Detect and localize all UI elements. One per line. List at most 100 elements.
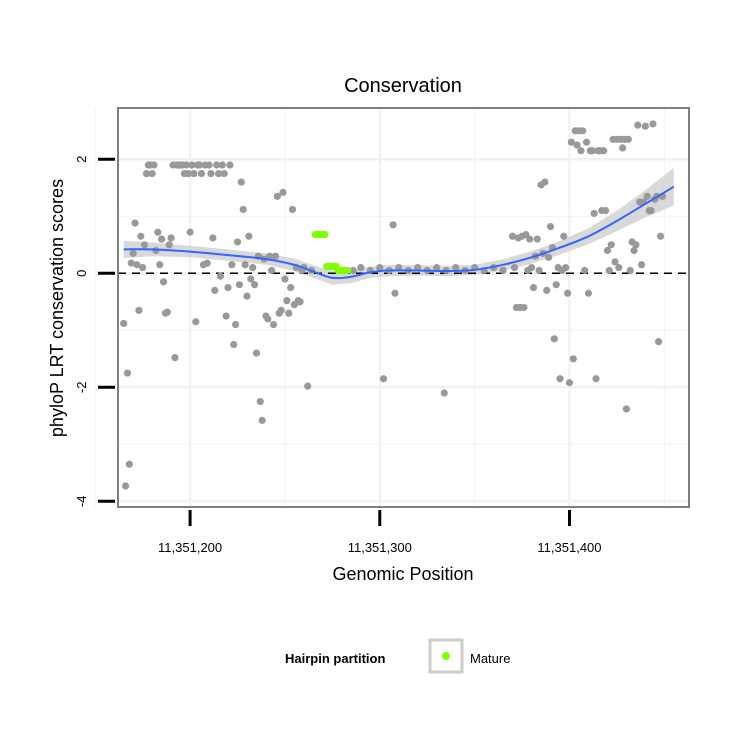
data-point (285, 309, 293, 317)
data-point (127, 259, 135, 267)
data-point (582, 138, 591, 146)
data-point (156, 261, 164, 269)
data-point (269, 321, 278, 329)
data-point (182, 161, 190, 169)
data-point (133, 261, 141, 269)
data-point (619, 144, 627, 152)
data-point (637, 261, 646, 269)
y-tick-label: -2 (74, 382, 89, 394)
data-point (184, 169, 192, 178)
data-point (216, 272, 225, 280)
data-point (376, 264, 384, 272)
y-tick-label: 0 (74, 270, 89, 277)
data-point (563, 289, 572, 297)
data-point (630, 246, 638, 255)
data-point (357, 264, 365, 272)
x-tick-label: 11,351,300 (348, 540, 412, 555)
data-point (592, 375, 600, 383)
data-point (207, 169, 215, 178)
x-tick-label: 11,351,400 (537, 540, 601, 555)
data-point (224, 283, 232, 292)
data-point (163, 308, 171, 316)
data-point (529, 283, 538, 292)
data-point (283, 297, 291, 305)
data-point (245, 232, 253, 240)
data-point (137, 232, 145, 240)
data-point (268, 266, 276, 275)
data-point (228, 261, 236, 269)
data-point (142, 169, 151, 178)
data-point (543, 286, 551, 294)
data-point (239, 205, 247, 214)
data-point (281, 275, 289, 283)
data-point (510, 264, 519, 272)
data-point (264, 315, 272, 323)
data-point (220, 169, 228, 178)
panel-border (117, 107, 690, 508)
data-point (266, 252, 274, 260)
smooth-line (123, 185, 675, 280)
data-point (632, 241, 640, 249)
data-point (655, 338, 663, 346)
data-point (250, 281, 259, 289)
data-point (607, 241, 615, 249)
data-point (296, 298, 304, 306)
data-point (188, 161, 196, 169)
data-point (565, 379, 574, 387)
data-point (154, 228, 162, 236)
data-point (209, 234, 217, 242)
data-point (213, 161, 221, 169)
data-point (232, 321, 240, 329)
mature-data-point (343, 266, 352, 275)
data-point (190, 169, 198, 178)
data-point (647, 207, 655, 215)
data-point (135, 306, 143, 314)
data-point (634, 121, 642, 129)
data-point (249, 264, 257, 272)
data-point (222, 312, 230, 320)
data-point (171, 354, 179, 362)
data-point (252, 349, 261, 357)
data-point (125, 460, 133, 468)
data-point (256, 397, 264, 406)
data-point (499, 266, 507, 275)
data-point (508, 232, 517, 240)
chart-title: Conservation (344, 75, 462, 97)
data-point (203, 259, 211, 267)
data-point (641, 122, 649, 130)
data-point (167, 234, 175, 242)
data-point (121, 482, 130, 490)
data-point (287, 283, 295, 292)
data-point (120, 319, 128, 328)
mature-points (311, 230, 352, 275)
x-axis-title: Genomic Position (332, 564, 473, 584)
data-point (349, 266, 357, 275)
data-point (379, 375, 388, 383)
data-point (129, 249, 137, 257)
legend: Hairpin partition Mature (285, 638, 510, 674)
data-point (603, 246, 612, 255)
data-point (626, 266, 634, 275)
data-point (277, 306, 285, 314)
data-point (218, 161, 226, 169)
data-point (139, 264, 147, 272)
data-point (226, 161, 234, 169)
data-point (131, 219, 139, 227)
data-point (611, 258, 619, 266)
x-axis: 11,351,200 11,351,300 11,351,400 (158, 510, 602, 555)
data-point (288, 205, 297, 214)
data-point (237, 178, 245, 186)
data-point (273, 192, 281, 200)
data-point (605, 266, 613, 275)
data-point (235, 281, 244, 289)
data-point (573, 141, 581, 149)
legend-key-mature (442, 652, 450, 660)
y-axis-title: phyloP LRT conservation scores (47, 179, 67, 437)
data-point (205, 161, 213, 169)
data-point (560, 232, 568, 240)
data-point (649, 120, 657, 128)
data-point (601, 207, 610, 215)
data-point (241, 261, 249, 269)
data-point (165, 241, 173, 249)
